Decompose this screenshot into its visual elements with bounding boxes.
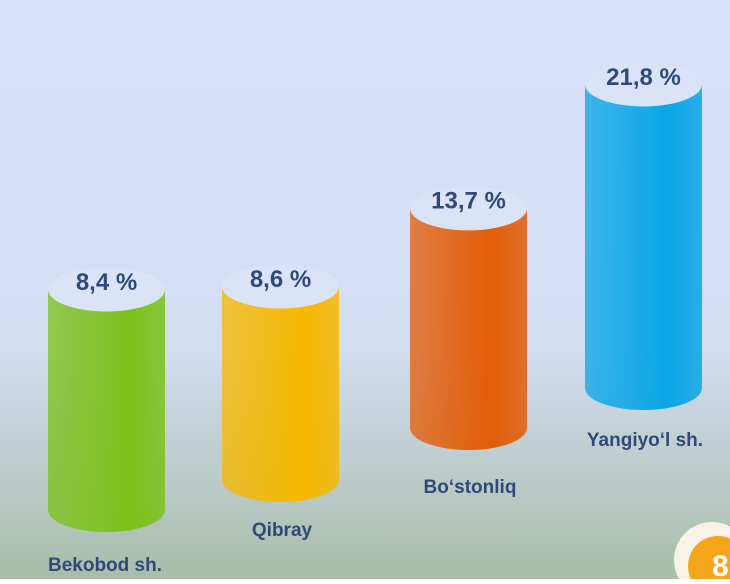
- cylinder: [585, 84, 702, 411]
- category-label: Bekobod sh.: [48, 555, 162, 576]
- cylinder: [48, 289, 165, 532]
- cylinder-top: [222, 264, 339, 309]
- category-label: Bo‘stonliq: [424, 477, 517, 498]
- logo-disc: [688, 536, 730, 584]
- category-label: Yangiyo‘l sh.: [587, 430, 703, 451]
- logo-text: 8: [712, 550, 729, 579]
- value-label: 21,8 %: [606, 64, 681, 91]
- cylinder: [410, 208, 527, 450]
- cylinder-top: [585, 62, 702, 107]
- category-label: Qibray: [252, 520, 313, 541]
- logo: 8: [674, 522, 730, 584]
- cylinder-top: [410, 186, 527, 231]
- value-label: 8,6 %: [250, 266, 311, 293]
- value-label: 8,4 %: [76, 269, 137, 296]
- cylinder-top: [48, 267, 165, 312]
- cylinder: [222, 286, 340, 502]
- value-label: 13,7 %: [431, 188, 506, 215]
